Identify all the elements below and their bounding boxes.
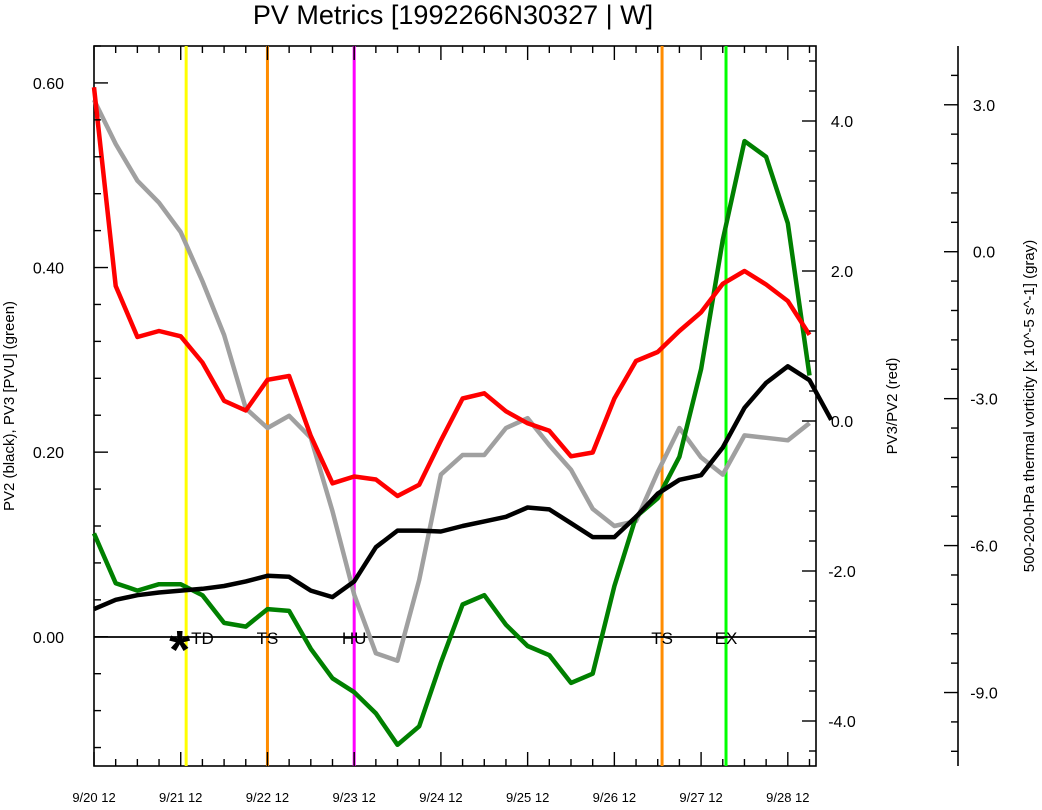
left-tick-label: 0.40 xyxy=(33,261,64,278)
right-tick-label: 0.0 xyxy=(831,414,853,431)
far-right-tick-label: -3.0 xyxy=(970,392,998,409)
far-right-tick-label: 3.0 xyxy=(973,98,995,115)
stage-label-4: TS xyxy=(651,629,673,648)
x-tick-label: 9/28 12 xyxy=(766,790,809,805)
x-tick-label: 9/26 12 xyxy=(593,790,636,805)
x-tick-label: 9/25 12 xyxy=(506,790,549,805)
x-tick-label: 9/27 12 xyxy=(679,790,722,805)
chart-title: PV Metrics [1992266N30327 | W] xyxy=(253,0,653,30)
x-tick-label: 9/21 12 xyxy=(159,790,202,805)
x-tick-label: 9/24 12 xyxy=(419,790,462,805)
far-right-tick-label: -9.0 xyxy=(970,686,998,703)
stage-lines xyxy=(184,46,728,766)
stage-label-1: TD xyxy=(191,629,214,648)
stage-labels: TD TS HU TS EX * xyxy=(169,620,737,680)
x-tick-label: 9/22 12 xyxy=(246,790,289,805)
left-tick-label: 0.20 xyxy=(33,445,64,462)
right-tick-label: -4.0 xyxy=(828,714,856,731)
x-tick-label: 9/20 12 xyxy=(72,790,115,805)
series-lines xyxy=(91,86,834,748)
genesis-marker: * xyxy=(169,620,190,680)
left-tick-label: 0.00 xyxy=(33,630,64,647)
right-axis-label: PV3/PV2 (red) xyxy=(884,358,901,455)
x-tick-label: 9/23 12 xyxy=(332,790,375,805)
x-axis: 9/20 12 9/21 12 9/22 12 9/23 12 9/24 12 9/25 … xyxy=(72,46,811,805)
series-line-left-1 xyxy=(91,138,812,748)
far-right-axis: 500-200-hPa thermal vorticity [x 10^-5 s… xyxy=(944,46,1038,766)
far-right-tick-label: 0.0 xyxy=(973,245,995,262)
right-tick-label: 2.0 xyxy=(831,264,853,281)
right-tick-label: -2.0 xyxy=(828,564,856,581)
left-tick-label: 0.60 xyxy=(33,76,64,93)
stage-label-5: EX xyxy=(715,629,738,648)
right-tick-label: 4.0 xyxy=(831,114,853,131)
series-line-right-2 xyxy=(91,86,812,499)
far-right-axis-label: 500-200-hPa thermal vorticity [x 10^-5 s… xyxy=(1021,240,1038,573)
plot-frame xyxy=(93,45,817,767)
stage-label-2: TS xyxy=(257,629,279,648)
left-axis-label: PV2 (black), PV3 [PVU] (green) xyxy=(1,301,18,511)
right-axis: PV3/PV2 (red) -4.0 -2.0 0.0 2.0 4.0 xyxy=(802,60,901,752)
stage-label-3: HU xyxy=(342,629,367,648)
series-line-far_right-3 xyxy=(91,98,811,663)
far-right-tick-label: -6.0 xyxy=(970,539,998,556)
left-axis: PV2 (black), PV3 [PVU] (green) 0.00 0.20 0… xyxy=(1,45,108,749)
series-line-left-0 xyxy=(93,364,834,612)
